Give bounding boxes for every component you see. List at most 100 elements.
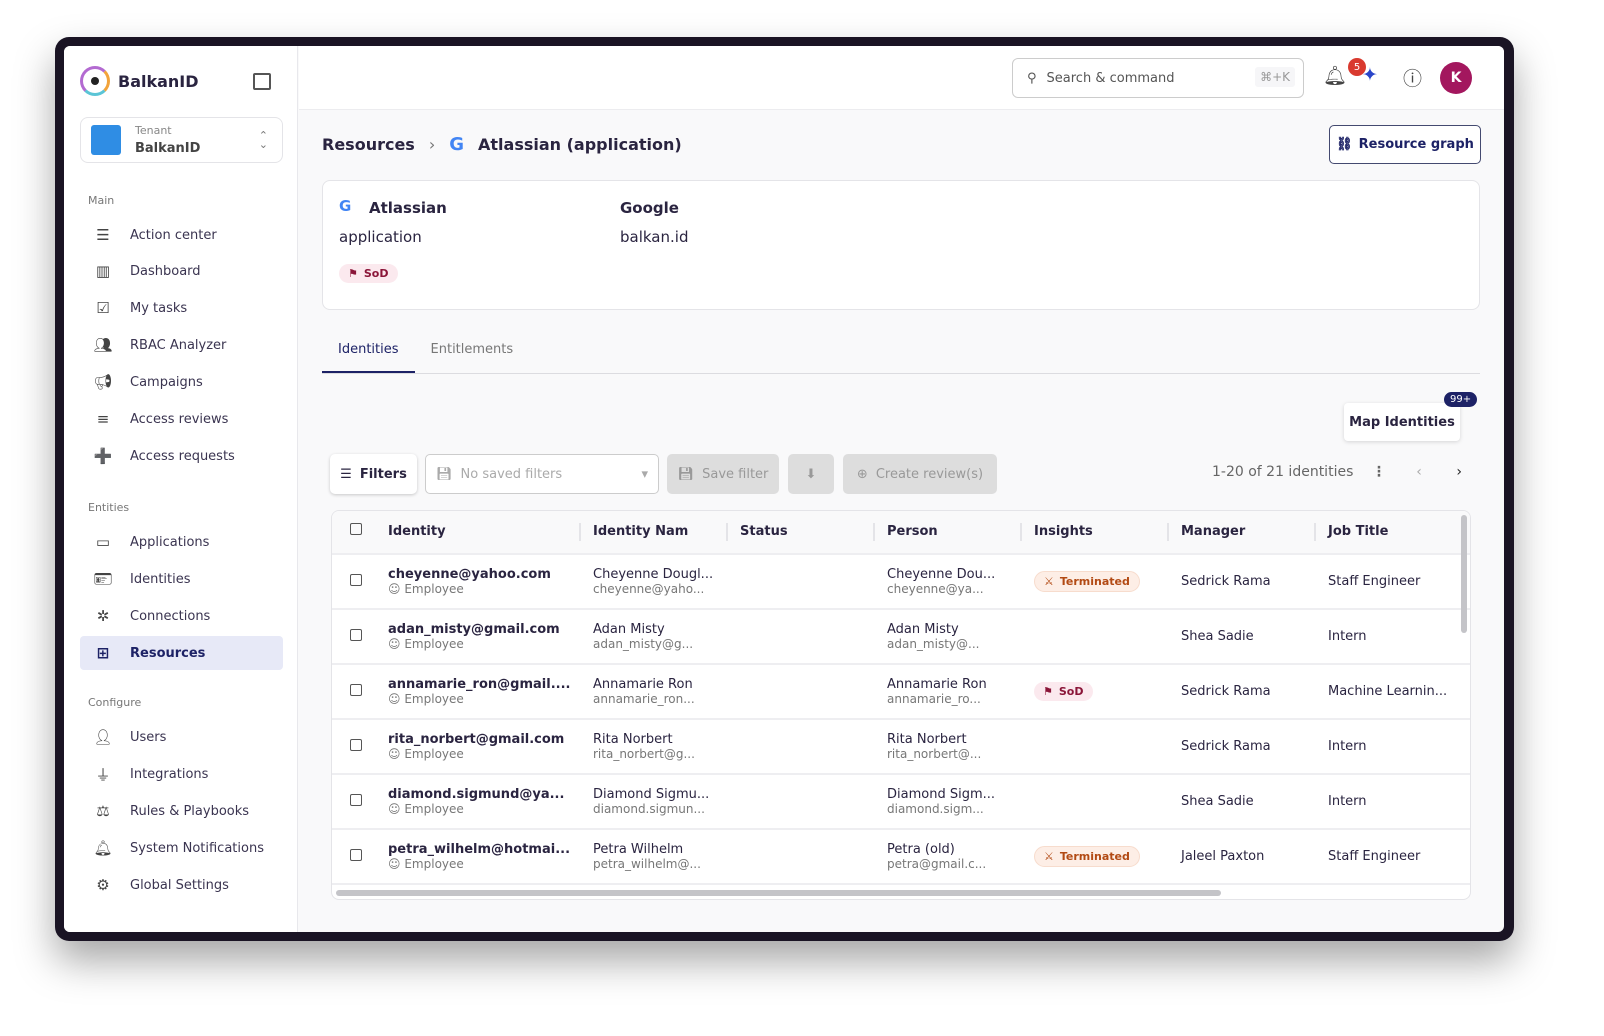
identity-email[interactable]: adan_misty@gmail.com — [388, 622, 560, 637]
sidebar-item-connections[interactable]: ✲ Connections — [80, 599, 283, 633]
identity-name: Adan Misty — [593, 622, 665, 637]
sidebar-item-label: RBAC Analyzer — [130, 337, 227, 353]
insights-cell: ⚔ Terminated — [1022, 846, 1169, 867]
table-row[interactable]: diamond.sigmund@ya... ☺ Employee Diamond … — [332, 775, 1470, 830]
identity-email[interactable]: diamond.sigmund@ya... — [388, 787, 565, 802]
next-page-button[interactable]: › — [1456, 464, 1462, 480]
column-header[interactable]: Insights — [1022, 523, 1169, 541]
person-name: Petra (old) — [887, 842, 955, 857]
identity-email[interactable]: annamarie_ron@gmail.... — [388, 677, 571, 692]
table-row[interactable]: adan_misty@gmail.com ☺ Employee Adan Mist… — [332, 610, 1470, 665]
sidebar-item-label: Access reviews — [130, 411, 229, 427]
sidebar-item-rbac-analyzer[interactable]: 👥︎ RBAC Analyzer — [80, 328, 283, 362]
row-checkbox[interactable] — [350, 628, 362, 641]
person-name: Diamond Sigm... — [887, 787, 996, 802]
sidebar-item-label: Rules & Playbooks — [130, 803, 250, 819]
collapse-sidebar-icon[interactable] — [253, 73, 271, 90]
avatar[interactable]: K — [1440, 62, 1472, 94]
column-header[interactable]: Manager — [1169, 523, 1316, 541]
tab-entitlements[interactable]: Entitlements — [430, 342, 514, 357]
row-checkbox[interactable] — [350, 683, 362, 696]
sidebar-item-rules-playbooks[interactable]: ⚖ Rules & Playbooks — [80, 794, 283, 828]
column-header[interactable]: Status — [728, 523, 875, 541]
sidebar-item-system-notifications[interactable]: 🔔︎ System Notifications — [80, 831, 283, 865]
more-vertical-icon[interactable]: ⋮ — [1371, 464, 1386, 480]
employee-icon: ☺ — [388, 802, 401, 816]
sparkle-ai-icon[interactable]: ✦ — [1362, 64, 1378, 86]
identity-email[interactable]: cheyenne@yahoo.com — [388, 567, 551, 582]
row-checkbox[interactable] — [350, 848, 362, 861]
tab-identities[interactable]: Identities — [322, 330, 415, 373]
person-email: annamarie_ro... — [887, 692, 981, 706]
help-icon[interactable]: ⓘ — [1403, 68, 1423, 90]
table-row[interactable]: petra_wilhelm@hotmai... ☺ Employee Petra … — [332, 830, 1470, 885]
breadcrumb: Resources › G Atlassian (application) — [322, 134, 682, 155]
sod-label: SoD — [363, 267, 389, 280]
sidebar-item-global-settings[interactable]: ⚙ Global Settings — [80, 868, 283, 902]
person-email: diamond.sigm... — [887, 802, 984, 816]
tenant-selector[interactable]: Tenant BalkanID ⌃ ⌄ — [80, 117, 283, 163]
table-row[interactable]: annamarie_ron@gmail.... ☺ Employee Annama… — [332, 665, 1470, 720]
column-header[interactable]: Person — [875, 523, 1022, 541]
sidebar-item-resources[interactable]: ⊞ Resources — [80, 636, 283, 670]
download-button[interactable]: ⬇ — [788, 454, 834, 494]
caret-down-icon: ▾ — [641, 466, 648, 482]
logo[interactable]: BalkanID — [80, 66, 199, 96]
saved-filters-select[interactable]: 💾︎ No saved filters ▾ — [425, 454, 659, 494]
row-checkbox[interactable] — [350, 573, 362, 586]
resource-graph-button[interactable]: ⛓ Resource graph — [1329, 125, 1481, 164]
sidebar-item-my-tasks[interactable]: ☑ My tasks — [80, 291, 283, 325]
manager-cell: Sedrick Rama — [1181, 574, 1271, 589]
search-input[interactable]: ⚲ Search & command ⌘+K — [1012, 58, 1304, 98]
global-settings-icon: ⚙ — [96, 876, 110, 894]
bell-icon[interactable]: 🔔︎ — [1323, 65, 1348, 87]
filters-button[interactable]: ☰ Filters — [330, 454, 417, 494]
floppy-icon: 💾︎ — [677, 466, 695, 482]
my-tasks-icon: ☑ — [96, 299, 110, 317]
row-checkbox[interactable] — [350, 738, 362, 751]
column-header[interactable]: Job Title — [1328, 524, 1389, 539]
sidebar-item-identities[interactable]: 🪪︎ Identities — [80, 562, 283, 596]
tenant-label: Tenant — [135, 124, 172, 137]
sidebar-item-access-reviews[interactable]: ≡ Access reviews — [80, 402, 283, 436]
identities-table: Identity Identity Nam Status Person Insights… — [331, 510, 1471, 900]
table-row[interactable]: rita_norbert@gmail.com ☺ Employee Rita No… — [332, 720, 1470, 775]
sidebar-item-campaigns[interactable]: 📢︎ Campaigns — [80, 365, 283, 399]
identity-email[interactable]: petra_wilhelm@hotmai... — [388, 842, 571, 857]
sidebar-item-action-center[interactable]: ☰ Action center — [80, 218, 283, 252]
column-header[interactable]: Identity — [376, 523, 581, 541]
sidebar-item-users[interactable]: 👤︎ Users — [80, 720, 283, 754]
insight-label: Terminated — [1059, 575, 1130, 588]
person-email: cheyenne@ya... — [887, 582, 984, 596]
select-all-checkbox[interactable] — [350, 523, 362, 535]
system-notifications-icon: 🔔︎ — [93, 839, 113, 857]
vertical-scrollbar[interactable] — [1461, 515, 1467, 633]
resources-icon: ⊞ — [96, 644, 110, 662]
row-checkbox[interactable] — [350, 793, 362, 806]
resource-type: application — [339, 228, 422, 246]
pagination-text: 1-20 of 21 identities — [1212, 464, 1354, 480]
identity-kind: Employee — [404, 802, 464, 816]
breadcrumb-resources[interactable]: Resources — [322, 135, 415, 154]
create-review-button[interactable]: ⊕ Create review(s) — [843, 454, 997, 494]
sidebar-item-label: System Notifications — [130, 840, 264, 856]
save-filter-button[interactable]: 💾︎ Save filter — [667, 454, 779, 494]
google-icon: G — [449, 134, 465, 155]
prev-page-button[interactable]: ‹ — [1416, 464, 1422, 480]
flag-icon: ⚑ — [1043, 685, 1053, 698]
job-title-cell: Machine Learnin... — [1328, 684, 1448, 699]
map-identities-badge: 99+ — [1444, 392, 1478, 407]
sidebar-item-integrations[interactable]: ⏚ Integrations — [80, 757, 283, 791]
employee-icon: ☺ — [388, 747, 401, 761]
map-identities-button[interactable]: Map Identities — [1344, 403, 1460, 441]
identity-name: Annamarie Ron — [593, 677, 693, 692]
sidebar-item-access-requests[interactable]: ➕ Access requests — [80, 439, 283, 473]
column-header[interactable]: Identity Nam — [581, 523, 728, 541]
sliders-icon: ☰ — [340, 466, 352, 482]
campaigns-icon: 📢︎ — [93, 373, 113, 391]
sidebar-item-applications[interactable]: ▭ Applications — [80, 525, 283, 559]
table-row[interactable]: cheyenne@yahoo.com ☺ Employee Cheyenne Do… — [332, 555, 1470, 610]
horizontal-scrollbar[interactable] — [336, 890, 1221, 896]
identity-email[interactable]: rita_norbert@gmail.com — [388, 732, 565, 747]
sidebar-item-dashboard[interactable]: ▥ Dashboard — [80, 254, 283, 288]
